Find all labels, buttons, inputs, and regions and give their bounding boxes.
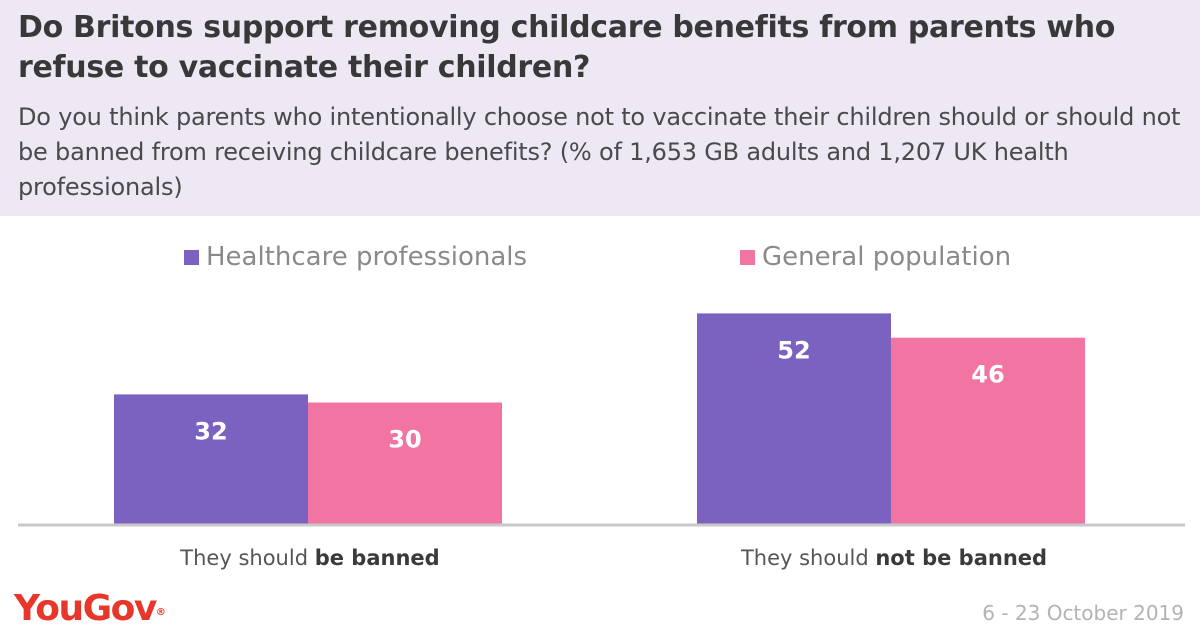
category-label-banned-plain: They should <box>180 546 315 570</box>
logo-mark: ® <box>155 607 166 618</box>
bar-healthcare-not-banned <box>697 313 891 524</box>
chart-title: Do Britons support removing childcare be… <box>18 10 1116 85</box>
bar-general-not-banned <box>891 337 1085 524</box>
data-label-general-not-banned: 46 <box>971 361 1004 389</box>
legend-swatch-general <box>740 249 755 265</box>
data-label-healthcare-not-banned: 52 <box>777 336 810 364</box>
chart-subtitle: Do you think parents who intentionally c… <box>18 103 1181 201</box>
legend-label-healthcare: Healthcare professionals <box>206 242 528 272</box>
category-label-banned: They should be banned <box>110 543 510 573</box>
data-label-healthcare-banned: 32 <box>194 417 227 445</box>
legend-label-general: General population <box>762 242 1012 272</box>
data-label-general-banned: 30 <box>388 426 421 454</box>
legend-item-general: General population <box>740 238 1011 276</box>
chart-legend: Healthcare professionals General populat… <box>0 238 1200 278</box>
chart-header: Do Britons support removing childcare be… <box>0 0 1200 216</box>
category-label-not-banned-plain: They should <box>740 546 876 570</box>
survey-date: 6 - 23 October 2019 <box>982 601 1184 625</box>
category-label-banned-bold: be banned <box>314 546 440 570</box>
logo-text: YouGov <box>14 588 157 629</box>
category-label-not-banned: They should not be banned <box>694 543 1094 573</box>
category-label-not-banned-bold: not be banned <box>875 546 1048 570</box>
legend-item-healthcare: Healthcare professionals <box>184 238 527 276</box>
bar-healthcare-banned <box>114 394 308 524</box>
yougov-logo: YouGov® <box>14 584 166 634</box>
bar-general-banned <box>308 402 502 524</box>
legend-swatch-healthcare <box>184 249 199 265</box>
